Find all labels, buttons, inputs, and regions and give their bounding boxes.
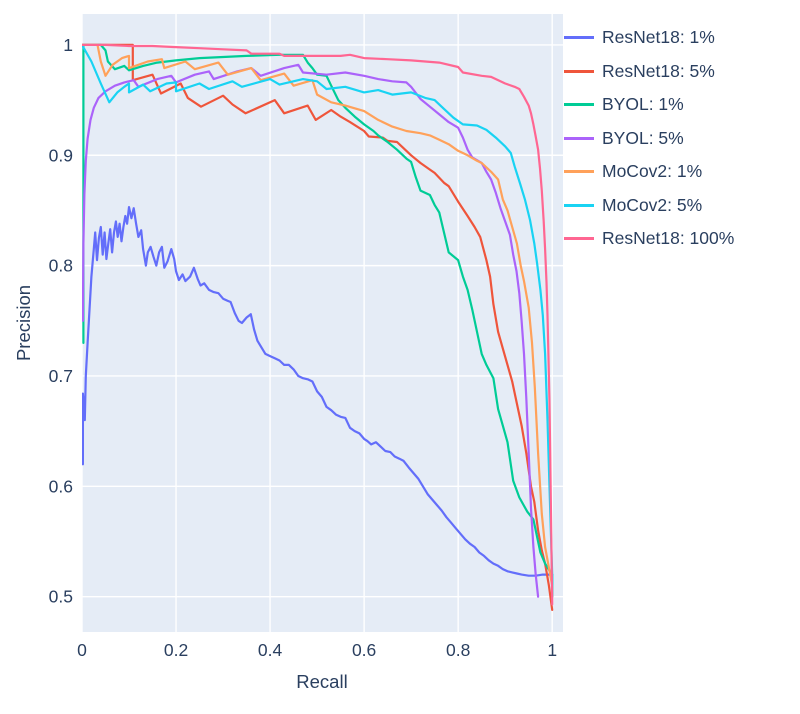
legend-label: ResNet18: 100% (602, 228, 735, 249)
legend-label: MoCov2: 1% (602, 161, 703, 182)
legend-line-sample (564, 170, 594, 174)
y-tick-label: 0.8 (49, 256, 73, 276)
legend-item-resnet18-100-[interactable]: ResNet18: 100% (564, 222, 734, 256)
legend-item-resnet18-5-[interactable]: ResNet18: 5% (564, 55, 734, 89)
legend-label: BYOL: 1% (602, 94, 684, 115)
legend-label: ResNet18: 1% (602, 27, 715, 48)
x-tick-label: 0.8 (446, 640, 470, 660)
series-line-resnet18-1- (82, 206, 554, 577)
y-axis-title: Precision (13, 285, 34, 361)
legend-label: BYOL: 5% (602, 127, 684, 148)
gridlines (81, 14, 563, 632)
plot-area[interactable] (82, 14, 563, 632)
x-tick-label: 1 (547, 640, 557, 660)
legend-line-sample (564, 136, 594, 140)
legend: ResNet18: 1% ResNet18: 5% BYOL: 1% BYOL: 5%… (564, 21, 734, 256)
series-lines (82, 43, 554, 611)
x-tick-label: 0.6 (352, 640, 376, 660)
legend-line-sample (564, 203, 594, 207)
y-tick-label: 0.7 (49, 366, 73, 386)
legend-line-sample (564, 36, 594, 40)
series-line-byol-5- (82, 63, 540, 598)
legend-item-byol-5-[interactable]: BYOL: 5% (564, 122, 734, 156)
legend-item-resnet18-1-[interactable]: ResNet18: 1% (564, 21, 734, 55)
legend-label: ResNet18: 5% (602, 60, 715, 81)
x-tick-label: 0.2 (164, 640, 188, 660)
legend-line-sample (564, 69, 594, 73)
legend-item-byol-1-[interactable]: BYOL: 1% (564, 88, 734, 122)
y-tick-label: 0.6 (49, 476, 73, 496)
legend-line-sample (564, 237, 594, 241)
tick-labels: 0 0.2 0.4 0.6 0.8 1 1 0.9 0.8 0.7 0.6 0.5 (49, 35, 557, 660)
x-tick-label: 0 (77, 640, 87, 660)
legend-line-sample (564, 103, 594, 107)
y-tick-label: 1 (63, 35, 73, 55)
series-line-mocov2-1- (82, 43, 554, 598)
series-line-mocov2-5- (82, 43, 554, 598)
legend-label: MoCov2: 5% (602, 194, 703, 215)
legend-item-mocov2-5-[interactable]: MoCov2: 5% (564, 189, 734, 223)
series-line-resnet18-5- (82, 43, 554, 611)
series-line-resnet18-100- (82, 43, 554, 606)
y-tick-label: 0.5 (49, 587, 73, 607)
y-tick-label: 0.9 (49, 145, 73, 165)
x-axis-title: Recall (296, 671, 347, 692)
x-tick-label: 0.4 (258, 640, 283, 660)
legend-item-mocov2-1-[interactable]: MoCov2: 1% (564, 155, 734, 189)
